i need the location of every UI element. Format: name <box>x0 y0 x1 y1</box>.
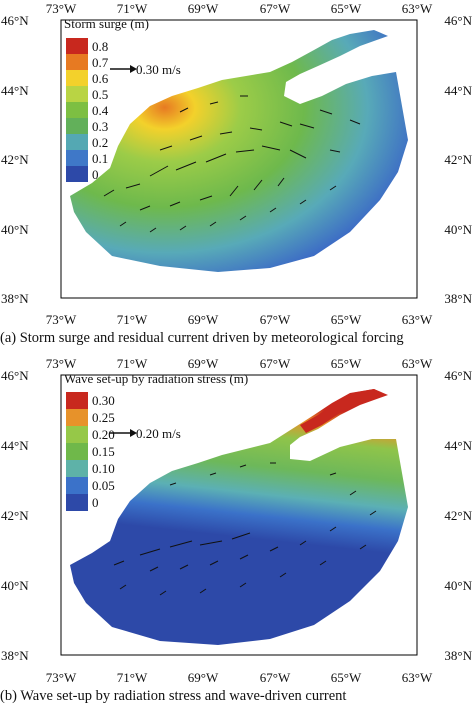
lon-tick-bottom: 69°W <box>187 312 219 327</box>
lon-tick-top: 73°W <box>45 1 77 16</box>
lon-tick-bottom: 71°W <box>116 670 148 685</box>
lon-tick-bottom: 67°W <box>259 312 291 327</box>
map-frame <box>60 19 418 299</box>
lat-tick-left: 40°N <box>1 222 29 237</box>
lon-tick-top: 69°W <box>187 1 219 16</box>
colorbar-label: 0.4 <box>92 103 109 118</box>
colorbar-label: 0.25 <box>92 410 115 425</box>
lon-tick-bottom: 73°W <box>45 312 77 327</box>
lat-tick-left: 42°N <box>1 508 29 523</box>
colorbar-label: 0.15 <box>92 444 115 459</box>
colorbar-label: 0.30 <box>92 393 115 408</box>
lat-tick-left: 46°N <box>1 368 29 383</box>
colorbar <box>66 38 88 182</box>
colorbar-label: 0 <box>92 495 99 510</box>
reference-vector-arrow <box>110 429 137 437</box>
lon-tick-top: 69°W <box>187 356 219 371</box>
map-frame <box>60 374 418 656</box>
lat-tick-left: 46°N <box>1 13 29 28</box>
reference-vector-arrow <box>110 65 137 73</box>
lat-tick-right: 38°N <box>444 648 472 663</box>
lat-tick-right: 38°N <box>444 291 472 306</box>
lon-tick-bottom: 63°W <box>401 312 433 327</box>
colorbar-label: 0.05 <box>92 478 115 493</box>
lon-tick-top: 71°W <box>116 1 148 16</box>
lon-tick-top: 63°W <box>401 1 433 16</box>
current-vectors <box>113 462 377 596</box>
colorbar-label: 0 <box>92 167 99 182</box>
lat-tick-right: 44°N <box>444 438 472 453</box>
colorbar-title: Storm surge (m) <box>64 16 149 31</box>
colorbar-label: 0.1 <box>92 151 109 166</box>
lat-tick-left: 44°N <box>1 83 29 98</box>
lon-tick-bottom: 67°W <box>259 670 291 685</box>
lat-tick-right: 42°N <box>444 152 472 167</box>
colorbar-label: 0.2 <box>92 135 109 150</box>
bay-of-fundy <box>300 389 386 433</box>
current-vectors <box>103 95 361 233</box>
lon-tick-bottom: 65°W <box>330 670 362 685</box>
colorbar-label: 0.7 <box>92 55 109 70</box>
lon-tick-bottom: 71°W <box>116 312 148 327</box>
colorbar-label: 0.8 <box>92 39 109 54</box>
lat-tick-left: 44°N <box>1 438 29 453</box>
model-domain <box>70 389 408 645</box>
lon-tick-top: 67°W <box>259 356 291 371</box>
colorbar-label: 0.20 <box>92 427 115 442</box>
lat-tick-right: 42°N <box>444 508 472 523</box>
lon-tick-top: 63°W <box>401 356 433 371</box>
lon-tick-top: 65°W <box>330 1 362 16</box>
figure-caption: (b) Wave set-up by radiation stress and … <box>0 688 347 704</box>
lat-tick-right: 46°N <box>444 368 472 383</box>
model-domain <box>70 30 408 272</box>
lat-tick-left: 38°N <box>1 648 29 663</box>
colorbar-label: 0.10 <box>92 461 115 476</box>
lon-tick-bottom: 73°W <box>45 670 77 685</box>
lat-tick-right: 46°N <box>444 13 472 28</box>
lon-tick-bottom: 63°W <box>401 670 433 685</box>
lat-tick-left: 40°N <box>1 578 29 593</box>
lon-tick-bottom: 69°W <box>187 670 219 685</box>
colorbar <box>66 392 88 511</box>
panel-b-wave-setup: Wave set-up by radiation stress (m) 0.30… <box>0 355 474 710</box>
figure-caption: (a) Storm surge and residual current dri… <box>0 330 404 346</box>
lon-tick-top: 65°W <box>330 356 362 371</box>
reference-vector-label: 0.30 m/s <box>136 62 181 77</box>
lat-tick-left: 38°N <box>1 291 29 306</box>
lon-tick-bottom: 65°W <box>330 312 362 327</box>
colorbar-label: 0.3 <box>92 119 109 134</box>
colorbar-title: Wave set-up by radiation stress (m) <box>64 371 249 386</box>
lon-tick-top: 71°W <box>116 356 148 371</box>
panel-a-storm-surge: Storm surge (m) 0.8 0.7 0.6 0.5 0.4 0.3 … <box>0 1 472 347</box>
colorbar-label: 0.6 <box>92 71 109 86</box>
lon-tick-top: 67°W <box>259 1 291 16</box>
lat-tick-right: 40°N <box>444 222 472 237</box>
lat-tick-left: 42°N <box>1 152 29 167</box>
lat-tick-right: 44°N <box>444 83 472 98</box>
colorbar-label: 0.5 <box>92 87 109 102</box>
reference-vector-label: 0.20 m/s <box>136 426 181 441</box>
lon-tick-top: 73°W <box>45 356 77 371</box>
lat-tick-right: 40°N <box>444 578 472 593</box>
